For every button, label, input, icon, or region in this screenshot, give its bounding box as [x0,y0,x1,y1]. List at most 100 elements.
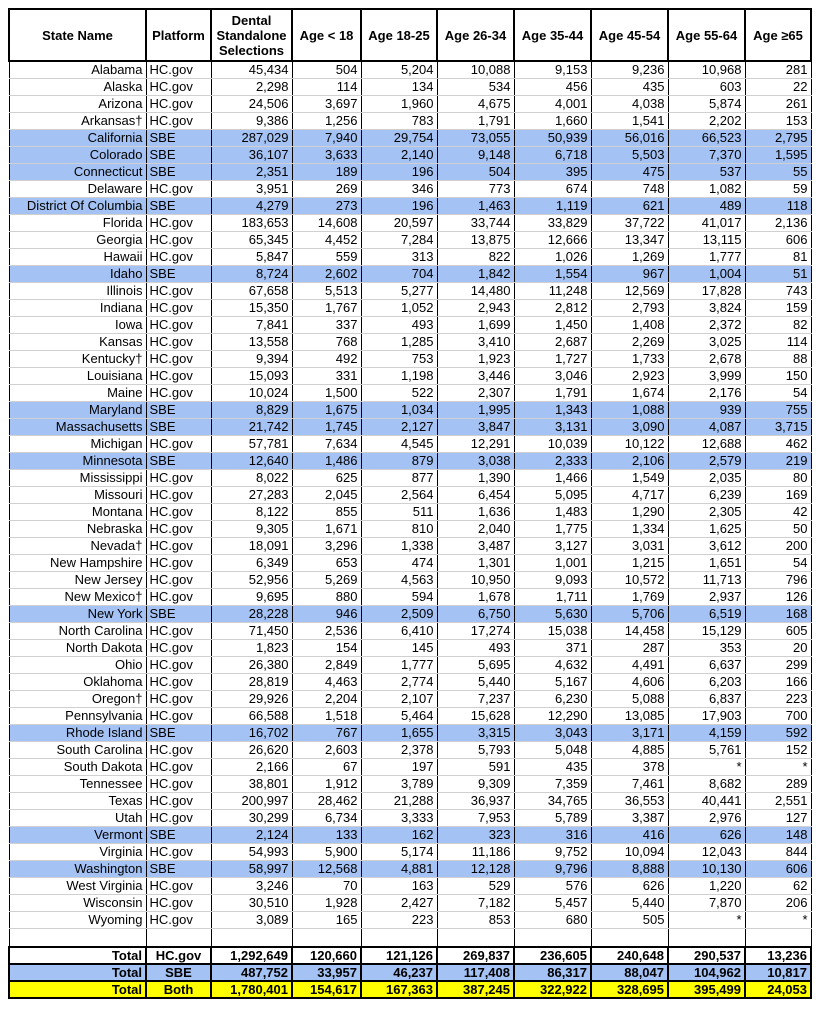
spacer-cell [744,928,812,948]
cell: 322,922 [513,980,592,999]
cell: 810 [360,520,438,538]
cell: 504 [291,61,362,79]
cell: 114 [291,78,362,96]
cell: 8,682 [667,775,746,793]
cell: 3,633 [291,146,362,164]
cell: 435 [590,78,669,96]
cell: 879 [360,452,438,470]
cell: 594 [360,588,438,606]
cell: 504 [436,163,515,181]
cell: SBE [145,452,212,470]
cell: 10,039 [513,435,592,453]
cell: 4,087 [667,418,746,436]
cell: 1,256 [291,112,362,130]
cell: 9,148 [436,146,515,164]
cell: 17,903 [667,707,746,725]
cell: 606 [744,231,812,249]
cell: 88,047 [590,963,669,982]
cell: South Dakota [8,758,147,776]
cell: 605 [744,622,812,640]
table-row: Kentucky† HC.gov 9,394 492 753 1,923 1,727 1,73… [8,350,812,368]
cell: 81 [744,248,812,266]
cell: HC.gov [145,775,212,793]
cell: 3,697 [291,95,362,113]
cell: 591 [436,758,515,776]
cell: 26,620 [210,741,293,759]
cell: 529 [436,877,515,895]
cell: 522 [360,384,438,402]
cell: 24,506 [210,95,293,113]
header-cell: State Name [8,8,147,62]
cell: 353 [667,639,746,657]
cell: 153 [744,112,812,130]
cell: 1,554 [513,265,592,283]
table-row: Wyoming HC.gov 3,089 165 223 853 680 505 * * [8,911,812,929]
cell: 1,292,649 [210,946,293,965]
cell: 4,717 [590,486,669,504]
cell: 4,563 [360,571,438,589]
cell: 24,053 [744,980,812,999]
cell: 80 [744,469,812,487]
table-row: Hawaii HC.gov 5,847 559 313 822 1,026 1,269 1,77… [8,248,812,266]
cell: 52,956 [210,571,293,589]
cell: 435 [513,758,592,776]
cell: HC.gov [145,180,212,198]
cell: 6,750 [436,605,515,623]
cell: 163 [360,877,438,895]
cell: 30,510 [210,894,293,912]
cell: 50 [744,520,812,538]
cell: Tennessee [8,775,147,793]
cell: 28,819 [210,673,293,691]
cell: 33,744 [436,214,515,232]
table-row: Michigan HC.gov 57,781 7,634 4,545 12,291 10,0… [8,435,812,453]
cell: 1,220 [667,877,746,895]
cell: 2,536 [291,622,362,640]
cell: 17,828 [667,282,746,300]
table-row: Texas HC.gov 200,997 28,462 21,288 36,937 34,7… [8,792,812,810]
total-row: Total Both 1,780,401 154,617 167,363 387,245 3… [8,980,812,999]
cell: 6,230 [513,690,592,708]
cell: 236,605 [513,946,592,965]
cell: 2,351 [210,163,293,181]
cell: 5,440 [436,673,515,691]
cell: 474 [360,554,438,572]
cell: HC.gov [145,690,212,708]
cell: 3,031 [590,537,669,555]
cell: 475 [590,163,669,181]
cell: 67 [291,758,362,776]
cell: 2,687 [513,333,592,351]
cell: North Carolina [8,622,147,640]
cell: 269 [291,180,362,198]
cell: 42 [744,503,812,521]
cell: 12,290 [513,707,592,725]
cell: 13,115 [667,231,746,249]
spacer-cell [8,928,147,948]
cell: 88 [744,350,812,368]
cell: 1,777 [360,656,438,674]
cell: 200 [744,537,812,555]
cell: 626 [590,877,669,895]
cell: 489 [667,197,746,215]
cell: Texas [8,792,147,810]
table-row: Iowa HC.gov 7,841 337 493 1,699 1,450 1,408 2,37… [8,316,812,334]
cell: HC.gov [145,554,212,572]
cell: 1,483 [513,503,592,521]
cell: 114 [744,333,812,351]
cell: 6,734 [291,809,362,827]
table-row: Rhode Island SBE 16,702 767 1,655 3,315 3,043 3… [8,724,812,742]
cell: 4,463 [291,673,362,691]
table-row: South Carolina HC.gov 26,620 2,603 2,378 5,79… [8,741,812,759]
cell: 5,204 [360,61,438,79]
table-row: New Mexico† HC.gov 9,695 880 594 1,678 1,711 1,… [8,588,812,606]
cell: 313 [360,248,438,266]
cell: 2,140 [360,146,438,164]
cell: 378 [590,758,669,776]
cell: HC.gov [145,231,212,249]
cell: 1,082 [667,180,746,198]
cell: 65,345 [210,231,293,249]
cell: 2,040 [436,520,515,538]
cell: 4,491 [590,656,669,674]
cell: 1,675 [291,401,362,419]
cell: 269,837 [436,946,515,965]
cell: Alabama [8,61,147,79]
